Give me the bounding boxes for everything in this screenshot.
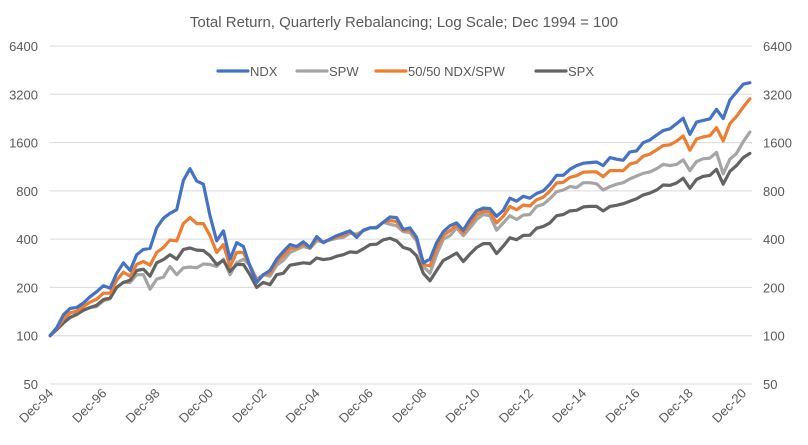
x-tick-label: Dec-08: [389, 386, 429, 426]
legend-label-ndx: NDX: [250, 64, 278, 79]
legend: NDX SPW 50/50 NDX/SPW SPX: [216, 64, 594, 79]
y-tick-label-left: 200: [16, 280, 38, 295]
x-tick-label: Dec-12: [496, 386, 536, 426]
y-tick-label-left: 50: [24, 377, 38, 392]
x-tick-label: Dec-10: [442, 386, 482, 426]
y-axis-right: 50 100 200 400 800 1600 3200 6400: [763, 39, 792, 392]
y-tick-label-right: 1600: [763, 136, 792, 151]
series-line-spx: [48, 151, 752, 338]
y-tick-label-right: 800: [763, 184, 785, 199]
x-tick-label: Dec-14: [549, 386, 589, 426]
series-line-50-50-ndx-spw: [48, 97, 752, 338]
legend-label-50-50-ndx-spw: 50/50 NDX/SPW: [408, 64, 506, 79]
y-tick-label-left: 400: [16, 232, 38, 247]
y-tick-label-left: 100: [16, 329, 38, 344]
y-tick-label-right: 3200: [763, 87, 792, 102]
x-tick-label: Dec-06: [336, 386, 376, 426]
y-tick-label-left: 3200: [9, 87, 38, 102]
y-tick-label-left: 6400: [9, 39, 38, 54]
series-lines: [48, 81, 752, 338]
x-tick-label: Dec-02: [229, 386, 269, 426]
x-tick-label: Dec-96: [69, 386, 109, 426]
y-tick-label-right: 50: [763, 377, 777, 392]
series-line-ndx: [48, 81, 752, 338]
y-tick-label-left: 1600: [9, 136, 38, 151]
y-tick-label-left: 800: [16, 184, 38, 199]
y-tick-label-right: 100: [763, 329, 785, 344]
legend-label-spx: SPX: [568, 64, 594, 79]
legend-label-spw: SPW: [329, 64, 359, 79]
x-tick-label: Dec-16: [602, 386, 642, 426]
x-axis: Dec-94 Dec-96 Dec-98 Dec-00 Dec-02 Dec-04 Dec-…: [16, 386, 749, 426]
x-tick-label: Dec-00: [176, 386, 216, 426]
x-tick-label: Dec-98: [123, 386, 163, 426]
y-tick-label-right: 6400: [763, 39, 792, 54]
y-tick-label-right: 400: [763, 232, 785, 247]
x-tick-label: Dec-04: [282, 386, 322, 426]
x-tick-label: Dec-18: [656, 386, 696, 426]
x-tick-label: Dec-20: [709, 386, 749, 426]
gridlines: [50, 45, 752, 385]
y-axis-left: 50 100 200 400 800 1600 3200 6400: [9, 39, 38, 392]
y-tick-label-right: 200: [763, 280, 785, 295]
chart-title: Total Return, Quarterly Rebalancing; Log…: [190, 14, 618, 31]
